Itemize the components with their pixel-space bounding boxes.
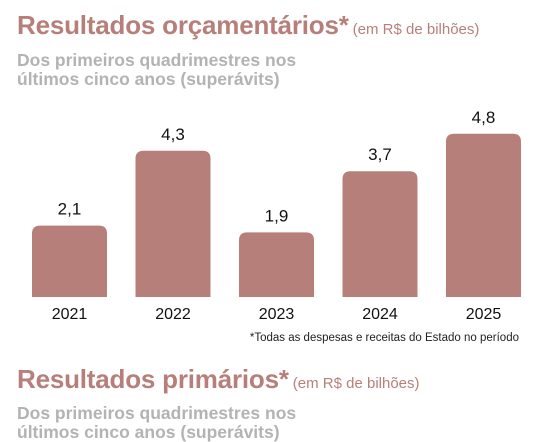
value-label-2023: 1,9 — [265, 206, 289, 225]
bar-2024 — [342, 171, 418, 297]
bar-2022 — [135, 150, 211, 297]
category-label-2022: 2022 — [155, 306, 191, 323]
category-label-2025: 2025 — [466, 306, 502, 323]
subtitle-line-2: últimos cinco anos (superávits) — [17, 69, 280, 89]
second-chart-title-row: Resultados primários* (em R$ de bilhões) — [17, 364, 420, 395]
value-label-2021: 2,1 — [58, 200, 82, 219]
category-label-2021: 2021 — [52, 306, 88, 323]
chart-title-row: Resultados orçamentários* (em R$ de bilhõ… — [17, 10, 479, 41]
second-subtitle-line-1: Dos primeiros quadrimestres nos — [17, 403, 297, 423]
second-chart-title: Resultados primários* — [17, 364, 289, 394]
second-chart-subtitle: Dos primeiros quadrimestres nos últimos … — [17, 404, 296, 442]
value-label-2025: 4,8 — [472, 108, 496, 127]
category-label-2024: 2024 — [362, 306, 398, 323]
second-subtitle-line-2: últimos cinco anos (superávits) — [17, 422, 280, 442]
subtitle-line-1: Dos primeiros quadrimestres nos — [17, 50, 297, 70]
footnote: *Todas as despesas e receitas do Estado … — [249, 332, 519, 344]
bar-2025 — [446, 133, 521, 297]
bar-chart: 2,1 2021 4,3 2022 1,9 2023 3,7 2024 4,8 2025 — [32, 108, 521, 323]
chart-subtitle: Dos primeiros quadrimestres nos últimos … — [17, 51, 296, 89]
unit-note: (em R$ de bilhões) — [352, 21, 480, 38]
bar-2021 — [32, 225, 107, 297]
value-label-2024: 3,7 — [368, 145, 392, 164]
value-label-2022: 4,3 — [161, 125, 185, 144]
chart-title: Resultados orçamentários* — [17, 10, 349, 40]
bar-2023 — [239, 232, 314, 297]
category-label-2023: 2023 — [259, 306, 295, 323]
second-unit-note: (em R$ de bilhões) — [292, 375, 420, 392]
